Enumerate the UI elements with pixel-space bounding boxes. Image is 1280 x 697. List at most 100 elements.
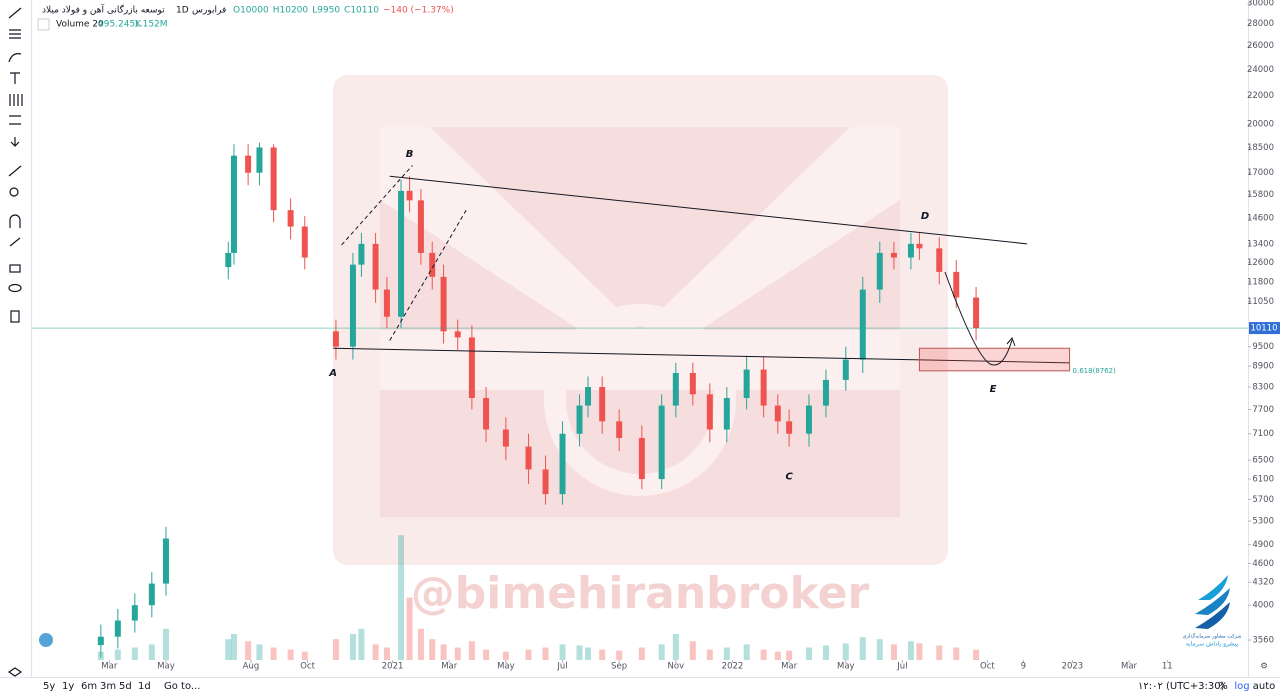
range-button[interactable]: 1d [138, 681, 151, 692]
x-tick-label: Mar [781, 662, 798, 672]
measure-tool[interactable] [9, 115, 21, 125]
volume-bar [907, 641, 914, 660]
candle-body [406, 190, 413, 201]
volume-bar [301, 651, 308, 660]
pattern-tool[interactable] [9, 94, 23, 106]
volume-bar [358, 628, 365, 660]
scale-option[interactable]: % [1218, 681, 1228, 692]
lock-tool[interactable] [9, 264, 21, 273]
hide-tool[interactable] [8, 283, 22, 293]
projection-curve [944, 271, 1013, 366]
brush-tool[interactable] [8, 53, 22, 63]
timezone[interactable]: ۱۲:۰۲ (UTC+3:30) [1138, 681, 1225, 692]
layers-tool[interactable] [7, 667, 23, 677]
volume-bar [332, 639, 339, 660]
candle-body [131, 605, 138, 621]
candle-body [842, 359, 849, 380]
candle-body [859, 289, 866, 360]
range-button[interactable]: 1y [62, 681, 74, 692]
volume-bar [287, 649, 294, 660]
draw-mode-tool[interactable] [9, 237, 21, 247]
candle-body [162, 538, 169, 584]
magnet-tool[interactable] [9, 214, 21, 228]
candle-body [114, 620, 121, 637]
y-tick-label: 12600 [1247, 258, 1274, 268]
range-button[interactable]: 6m [81, 681, 97, 692]
candle-body [822, 379, 829, 406]
range-button[interactable]: 5d [119, 681, 132, 692]
exchange: فرابورس [192, 6, 226, 16]
ruler-tool[interactable] [8, 165, 22, 177]
range-button[interactable]: 5y [43, 681, 55, 692]
y-tick-label: 5700 [1252, 495, 1274, 505]
candle-body [542, 469, 549, 495]
candle-body [689, 372, 696, 395]
target-zone [918, 347, 1071, 372]
x-tick-label: Jul [556, 662, 567, 672]
trash-tool[interactable] [10, 310, 20, 323]
volume-bar [429, 639, 436, 660]
wave-label: A [328, 368, 337, 379]
ohlc-value: C10110 [344, 6, 379, 16]
x-tick-label: Mar [101, 662, 118, 672]
volume-bar [743, 644, 750, 660]
y-tick-label: 8300 [1252, 383, 1274, 393]
candle-body [936, 248, 943, 272]
volume-bar [672, 634, 679, 660]
x-tick-label: Sep [611, 662, 627, 672]
volume-bar [454, 647, 461, 660]
volume-bar [256, 644, 263, 660]
range-button[interactable]: 3m [100, 681, 116, 692]
volume-bar [270, 647, 277, 660]
volume-bar [349, 634, 356, 660]
wave-label: D [921, 211, 929, 222]
volume-bar [417, 628, 424, 660]
goto-button[interactable]: Go to... [164, 681, 200, 692]
volume-bar [616, 650, 623, 660]
scale-option[interactable]: log [1234, 681, 1249, 692]
x-tick-label: 2023 [1062, 662, 1084, 672]
fib-tool[interactable] [9, 29, 21, 39]
volume-bar [502, 651, 509, 660]
candle-body [890, 252, 897, 258]
y-tick-label: 4000 [1252, 601, 1274, 611]
volume-value: 495.245K [98, 20, 142, 30]
more-tool[interactable] [10, 137, 20, 147]
candle-body [148, 583, 155, 606]
trend-tool[interactable] [8, 7, 22, 19]
x-tick-label: 11 [1162, 662, 1173, 672]
collapse-button[interactable] [37, 18, 50, 31]
volume-bar [468, 641, 475, 660]
volume-bar [398, 535, 405, 660]
scale-option[interactable]: auto [1253, 681, 1276, 692]
volume-bar [953, 647, 960, 660]
y-tick-label: 14600 [1247, 214, 1274, 224]
volume-bar [148, 644, 155, 660]
candle-body [502, 429, 509, 447]
volume-bar [890, 644, 897, 660]
candle-body [525, 446, 532, 470]
zoom-tool[interactable] [9, 187, 19, 197]
ohlc-value: H10200 [273, 6, 309, 16]
volume-bar [786, 650, 793, 660]
last-price-label: 10110 [1250, 324, 1277, 334]
candle-body [332, 331, 339, 347]
candle-body [287, 210, 294, 227]
y-tick-label: 7700 [1252, 405, 1274, 415]
x-tick-label: Oct [980, 662, 995, 672]
candle-body [638, 437, 645, 480]
last-price-box [1249, 322, 1280, 335]
x-tick-label: 9 [1021, 662, 1026, 672]
candle-body [417, 200, 424, 253]
bottom-bar: 5y 1y 6m 3m 5d 1d% log auto [43, 681, 1275, 692]
symbol-name: توسعه بازرگانی آهن و فولاد میلاد [42, 4, 165, 16]
volume-bar [230, 634, 237, 660]
text-tool[interactable] [10, 72, 20, 84]
y-tick-label: 4600 [1252, 559, 1274, 569]
candle-body [743, 369, 750, 399]
y-tick-label: 9500 [1252, 342, 1274, 352]
settings-icon[interactable]: ⚙ [1260, 662, 1268, 672]
candle-body [230, 155, 237, 253]
y-tick-label: 5300 [1252, 517, 1274, 527]
